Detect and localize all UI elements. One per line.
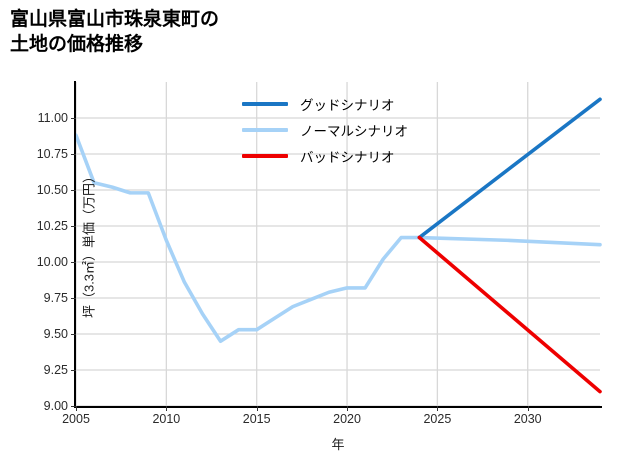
y-tick-label: 9.75 [43, 291, 68, 305]
legend-label-normal: ノーマルシナリオ [300, 124, 408, 139]
y-tick-label: 9.00 [43, 399, 68, 413]
plot-background [76, 82, 600, 406]
legend-swatch-normal [242, 128, 288, 132]
legend-item-normal: ノーマルシナリオ [242, 117, 492, 143]
chart-lines [74, 82, 602, 407]
x-tick-mark [76, 406, 77, 411]
x-tick-label: 2010 [152, 412, 181, 426]
y-tick-label: 9.25 [43, 363, 68, 377]
x-tick-label: 2015 [242, 412, 271, 426]
y-tick-mark [71, 118, 76, 119]
y-tick-mark [71, 154, 76, 155]
legend-item-bad: バッドシナリオ [242, 143, 492, 169]
chart-title: 富山県富山市珠泉東町の 土地の価格推移 [10, 9, 220, 55]
y-tick-mark [71, 298, 76, 299]
y-axis-label: 坪（3.3㎡）単価（万円） [81, 169, 97, 319]
x-axis-label: 年 [331, 437, 345, 452]
y-tick-mark [71, 406, 76, 407]
x-tick-label: 2030 [513, 412, 542, 426]
x-tick-mark [437, 406, 439, 411]
legend-label-bad: バッドシナリオ [300, 150, 395, 165]
x-tick-label: 2005 [62, 412, 90, 426]
y-tick-label: 10.75 [36, 147, 68, 161]
x-tick-mark [166, 406, 168, 411]
y-tick-label: 10.00 [36, 255, 68, 269]
y-axis-spine [74, 81, 76, 407]
x-tick-mark [256, 406, 258, 411]
y-tick-label: 9.50 [43, 327, 68, 341]
y-tick-mark [71, 226, 76, 227]
chart-legend: グッドシナリオ ノーマルシナリオ バッドシナリオ [242, 91, 492, 169]
legend-label-good: グッドシナリオ [300, 98, 395, 113]
y-tick-mark [71, 262, 76, 263]
y-tick-mark [71, 370, 76, 371]
y-tick-label: 10.50 [36, 183, 68, 197]
y-tick-label: 10.25 [36, 219, 68, 233]
x-axis-spine [74, 406, 602, 408]
y-tick-label: 11.00 [37, 111, 68, 125]
x-tick-label: 2025 [423, 412, 452, 426]
y-tick-mark [71, 190, 76, 191]
legend-swatch-bad [242, 154, 288, 158]
y-tick-mark [71, 334, 76, 335]
legend-swatch-good [242, 102, 288, 106]
x-tick-mark [347, 406, 349, 411]
x-tick-label: 2020 [333, 412, 361, 426]
plot-area: 9.00 9.25 9.50 9.75 10.00 10.25 10.50 10.75 11.0… [37, 81, 602, 452]
x-tick-mark [527, 406, 529, 411]
legend-item-good: グッドシナリオ [242, 91, 492, 117]
